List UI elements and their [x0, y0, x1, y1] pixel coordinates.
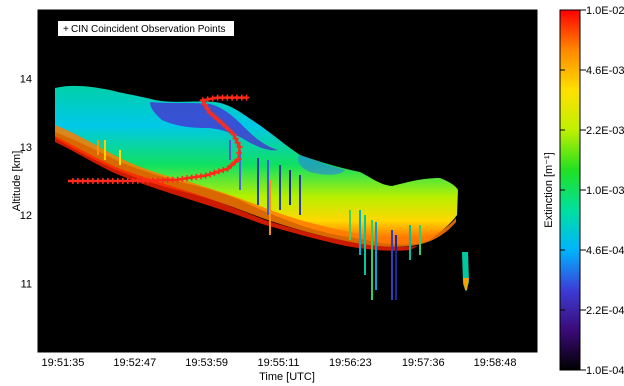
colorbar-tick-label: 1.0E-04 [586, 365, 624, 377]
cloud-main [55, 85, 458, 245]
cin-point [209, 95, 216, 102]
cin-point [204, 96, 211, 103]
plot-frame [37, 9, 538, 353]
cloud-layer [55, 85, 469, 292]
cloud-top-band [298, 155, 345, 175]
cin-point [234, 139, 241, 146]
cin-point [210, 113, 217, 119]
cin-point [230, 131, 237, 138]
y-tick-label: 12 [20, 210, 32, 222]
colorbar-tick-label: 2.2E-03 [586, 125, 624, 137]
cin-point [224, 165, 231, 172]
y-tick-label: 14 [20, 73, 32, 85]
cin-point [226, 127, 233, 134]
x-tick-label: 19:57:36 [402, 357, 445, 369]
colorbar-title: Extinction [m⁻¹] [543, 152, 555, 228]
legend-label: CIN Coincident Observation Points [71, 24, 226, 35]
cloud-dark-band [150, 102, 278, 151]
cin-coincident-points [67, 94, 250, 184]
colorbar-tick-label: 4.6E-03 [586, 65, 624, 77]
cin-point [207, 171, 214, 178]
colorbar-tick-label: 2.2E-04 [586, 305, 624, 317]
x-axis-title: Time [UTC] [259, 371, 315, 383]
cin-point [236, 150, 243, 156]
cin-point [215, 168, 222, 175]
cin-point [204, 105, 211, 112]
cin-point [199, 97, 206, 104]
x-tick-label: 19:53:59 [185, 357, 228, 369]
cin-point [235, 156, 242, 163]
x-tick-label: 19:51:35 [42, 357, 85, 369]
colorbar-tick-label: 1.0E-02 [586, 5, 624, 17]
cin-point [69, 178, 76, 184]
cin-point [232, 135, 239, 142]
y-tick-label: 13 [20, 142, 32, 154]
legend-box: + CIN Coincident Observation Points [58, 21, 234, 36]
cin-point [218, 119, 225, 126]
cin-point [206, 109, 213, 116]
x-tick-label: 19:58:48 [474, 357, 517, 369]
fall-streaks [97, 140, 421, 300]
x-axis: 19:51:35 19:52:47 19:53:59 19:55:11 19:56:23… [42, 10, 517, 369]
legend-background [58, 21, 234, 36]
cin-point [220, 167, 227, 174]
cin-point [214, 94, 221, 101]
x-tick-label: 19:52:47 [113, 357, 156, 369]
x-tick-label: 19:56:23 [329, 357, 372, 369]
cin-point [231, 159, 238, 166]
cin-point [222, 123, 229, 130]
y-tick-label: 11 [21, 279, 32, 291]
cin-point [211, 169, 218, 176]
cin-point [236, 143, 243, 150]
cloud-tail-base [463, 278, 469, 290]
legend-marker: + [63, 24, 69, 35]
cin-point [202, 101, 208, 108]
cin-point [214, 116, 221, 123]
colorbar-tick-label: 1.0E-03 [586, 185, 624, 197]
y-axis: 11 12 13 14 [20, 73, 537, 291]
x-tick-label: 19:55:11 [258, 357, 300, 369]
colorbar-tick-label: 4.6E-04 [586, 245, 624, 257]
colorbar-ticks: 1.0E-02 4.6E-03 2.2E-03 1.0E-03 4.6E-04 2.2E-… [560, 5, 624, 377]
cin-point [228, 162, 235, 169]
y-axis-title: Altitude [km] [11, 151, 23, 212]
